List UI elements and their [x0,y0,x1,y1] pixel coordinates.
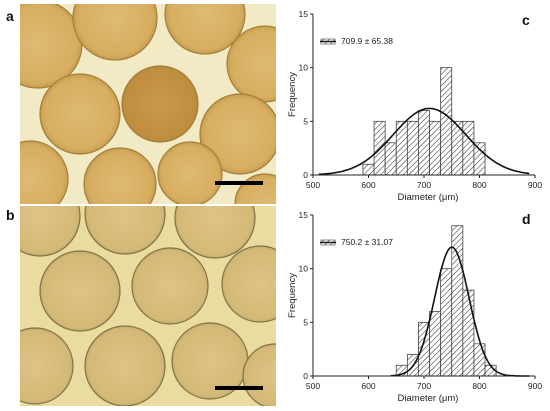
scale-bar-b [215,386,263,390]
histogram-bar [406,120,419,176]
x-tick-label: 500 [306,381,320,391]
y-tick-label: 5 [303,116,308,126]
panel-label-c: c [522,12,530,28]
histogram-bar [440,268,453,377]
y-tick-label: 0 [303,371,308,381]
histogram-chart-d: 500 600 700 800 900 0 5 10 15 Diameter (μm) Freque… [287,210,542,404]
legend-label: 709.9 ± 65.38 [341,36,393,46]
micrograph-b [20,206,276,406]
histogram-bar [384,142,397,176]
microsphere-image-b [20,206,276,406]
x-tick-label: 700 [417,180,431,190]
y-tick-label: 5 [303,317,308,327]
legend-label: 750.2 ± 31.07 [341,237,393,247]
histogram-bar [440,67,453,176]
x-tick-label: 600 [361,381,375,391]
histogram-bar [429,120,442,176]
x-tick-label: 900 [528,381,542,391]
x-axis-label: Diameter (μm) [398,192,459,203]
x-tick-label: 800 [472,381,486,391]
histogram-bar [462,289,475,377]
gaussian-fit-line [390,246,530,377]
y-axis-label: Frequency [287,72,298,117]
y-tick-label: 10 [299,63,309,73]
histogram-bar [418,110,430,176]
histogram-bar [418,321,430,377]
panel-label-d: d [522,211,531,227]
histogram-bar [362,163,375,176]
x-tick-label: 800 [472,180,486,190]
micrograph-a [20,4,276,204]
x-tick-label: 600 [361,180,375,190]
histogram-bar [473,343,486,377]
panel-label-a: a [6,8,14,24]
x-axis-label: Diameter (μm) [398,393,459,404]
y-tick-label: 15 [299,9,309,19]
histogram-bar [462,120,475,176]
panel-label-b: b [6,207,15,223]
y-tick-label: 15 [299,210,309,220]
x-tick-label: 900 [528,180,542,190]
y-tick-label: 0 [303,170,308,180]
gaussian-fit-line [318,107,530,176]
scale-bar-a [215,181,263,185]
x-tick-label: 500 [306,180,320,190]
histogram-bar [473,142,486,176]
x-tick-label: 700 [417,381,431,391]
y-tick-label: 10 [299,264,309,274]
y-axis-label: Frequency [287,273,298,318]
microsphere-image-a [20,4,276,204]
histogram-bar [429,311,442,377]
histogram-chart-c: 500 600 700 800 900 0 5 10 15 Diameter (μm) Freque… [287,9,542,203]
